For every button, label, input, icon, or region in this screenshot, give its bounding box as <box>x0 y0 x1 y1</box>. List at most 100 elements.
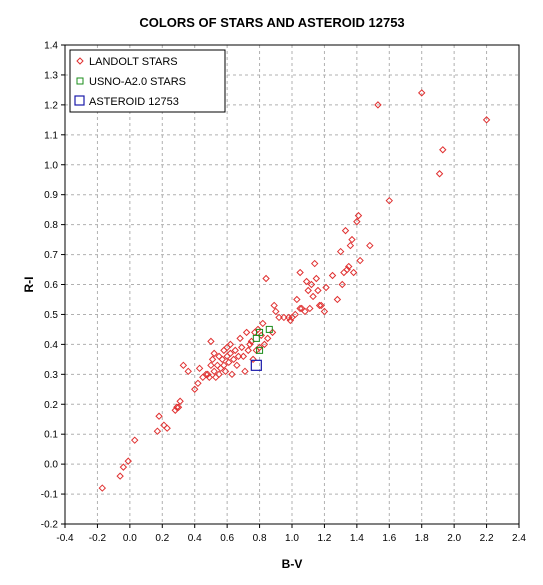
data-point-landolt-stars <box>312 274 321 283</box>
data-point-landolt-stars <box>348 235 356 244</box>
data-point-landolt-stars <box>328 271 337 280</box>
data-point-landolt-stars <box>275 313 283 322</box>
x-tick-label: 2.0 <box>447 533 461 544</box>
data-point-landolt-stars <box>215 370 223 379</box>
y-tick-label: 1.4 <box>44 41 58 52</box>
data-point-landolt-stars <box>439 146 447 154</box>
y-tick-label: 0.0 <box>44 460 58 471</box>
x-tick-label: 2.2 <box>480 533 494 544</box>
data-point-landolt-stars <box>174 403 183 411</box>
data-point-landolt-stars <box>310 259 319 268</box>
data-point-landolt-stars <box>153 427 162 435</box>
data-point-landolt-stars <box>374 101 382 109</box>
data-point-landolt-stars <box>296 304 304 313</box>
data-point-landolt-stars <box>341 226 350 235</box>
data-point-landolt-stars <box>336 247 345 256</box>
y-tick-label: 0.3 <box>44 370 58 381</box>
x-tick-label: -0.2 <box>89 533 107 544</box>
data-point-landolt-stars <box>272 307 280 316</box>
data-point-landolt-stars <box>270 301 278 310</box>
data-point-landolt-stars <box>155 412 163 420</box>
data-point-landolt-stars <box>226 340 235 349</box>
data-point-landolt-stars <box>226 349 235 358</box>
data-point-landolt-stars <box>263 334 272 343</box>
data-point-landolt-stars <box>307 280 316 289</box>
data-point-landolt-stars <box>340 268 348 277</box>
legend: LANDOLT STARS USNO-A2.0 STARS ASTEROID 127… <box>69 49 226 113</box>
data-point-landolt-stars <box>306 304 314 313</box>
data-point-landolt-stars <box>296 268 304 277</box>
data-point-landolt-stars <box>302 277 311 286</box>
data-point-landolt-stars <box>262 274 270 283</box>
x-tick-label: -0.4 <box>56 533 74 544</box>
data-point-landolt-stars <box>208 355 217 364</box>
data-point-landolt-stars <box>320 307 329 316</box>
axis-ticks: -0.4 -0.2 0.0 0.2 0.4 0.6 0.8 1.0 1.2 1.4 1.6 1.8 2.… <box>41 41 527 545</box>
y-tick-label: 0.6 <box>44 280 58 291</box>
legend-marker <box>76 77 84 85</box>
data-point-landolt-stars <box>207 337 215 346</box>
data-point-landolt-stars <box>280 313 288 322</box>
data-point-landolt-stars <box>184 367 192 376</box>
y-tick-label: 1.2 <box>44 100 58 111</box>
data-point-landolt-stars <box>203 370 212 379</box>
data-point-landolt-stars <box>176 397 184 405</box>
data-point-landolt-stars <box>210 367 218 376</box>
data-point-usno-a2-0-stars <box>256 328 264 336</box>
data-point-landolt-stars <box>435 170 444 178</box>
data-point-landolt-stars <box>366 241 374 250</box>
y-tick-label: 0.8 <box>44 220 58 231</box>
data-point-landolt-stars <box>354 211 363 220</box>
data-point-landolt-stars <box>210 349 218 358</box>
data-point-landolt-stars <box>254 325 262 334</box>
data-point-landolt-stars <box>116 472 124 480</box>
chart-title: COLORS OF STARS AND ASTEROID 12753 <box>139 15 404 30</box>
data-point-landolt-stars <box>119 463 128 471</box>
data-point-landolt-stars <box>131 436 139 444</box>
data-point-landolt-stars <box>346 241 355 250</box>
grid <box>65 45 519 524</box>
data-point-landolt-stars <box>218 355 226 364</box>
x-tick-label: 0.2 <box>155 533 169 544</box>
data-point-landolt-stars <box>315 301 324 310</box>
legend-label: LANDOLT STARS <box>89 56 178 68</box>
data-point-landolt-stars <box>173 403 181 411</box>
data-point-usno-a2-0-stars <box>265 325 273 333</box>
data-point-landolt-stars <box>238 343 246 352</box>
data-point-landolt-stars <box>234 352 243 361</box>
data-point-landolt-stars <box>257 331 265 340</box>
x-axis-label: B-V <box>282 557 303 571</box>
y-tick-label: 0.5 <box>44 310 58 321</box>
data-point-landolt-stars <box>268 328 277 337</box>
data-point-landolt-stars <box>205 373 214 382</box>
data-point-landolt-stars <box>229 355 238 364</box>
data-point-landolt-stars <box>221 367 230 376</box>
data-point-landolt-stars <box>220 361 228 370</box>
y-tick-label: 1.1 <box>44 130 58 141</box>
data-point-landolt-stars <box>309 292 317 301</box>
data-point-landolt-stars <box>293 295 301 304</box>
data-point-landolt-stars <box>353 217 361 226</box>
data-point-landolt-stars <box>285 313 293 322</box>
data-point-landolt-stars <box>255 343 264 352</box>
data-point-landolt-stars <box>301 307 309 316</box>
y-tick-label: 1.0 <box>44 160 58 171</box>
data-point-landolt-stars <box>163 424 171 432</box>
y-tick-label: 0.9 <box>44 190 58 201</box>
legend-marker <box>76 57 84 65</box>
data-point-landolt-stars <box>249 355 257 364</box>
data-point-landolt-stars <box>225 358 233 367</box>
data-point-landolt-stars <box>356 256 364 265</box>
data-point-landolt-stars <box>231 346 239 355</box>
data-point-landolt-stars <box>482 116 491 124</box>
data-point-landolt-stars <box>291 310 299 319</box>
x-tick-label: 2.4 <box>512 533 526 544</box>
legend-box <box>69 49 226 113</box>
y-axis-label: R-I <box>22 277 36 293</box>
data-point-landolt-stars <box>349 268 358 277</box>
x-tick-label: 1.8 <box>415 533 429 544</box>
x-tick-label: 0.4 <box>188 533 202 544</box>
data-point-landolt-stars <box>207 361 215 370</box>
data-point-landolt-stars <box>259 319 267 328</box>
